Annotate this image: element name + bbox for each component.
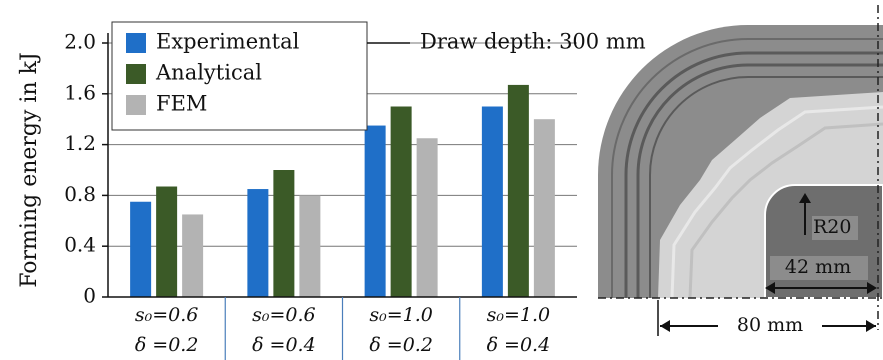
punch: [765, 185, 883, 298]
x-tick-label: δ =0.4: [252, 334, 316, 356]
legend-swatch: [126, 95, 146, 115]
x-tick-label: δ =0.2: [369, 334, 433, 356]
simulation-image: R20 42 mm 80 mm: [598, 5, 883, 338]
x-tick-label: δ =0.4: [487, 334, 551, 356]
bar: [417, 138, 438, 297]
bar: [482, 107, 503, 298]
plot: 0 0.4 0.8 1.2 1.6 2.0 s₀=0.6 δ =0.2 s₀=0.6 δ =0.4…: [64, 22, 646, 360]
x-tick-label: δ =0.2: [135, 334, 199, 356]
legend-swatch: [126, 33, 146, 53]
y-axis-label: Forming energy in kJ: [17, 52, 42, 288]
bar: [182, 214, 203, 297]
bar: [299, 195, 320, 297]
bar: [508, 85, 529, 297]
y-tick-label: 2.0: [64, 30, 96, 54]
x-tick-label: s₀=1.0: [487, 304, 551, 326]
legend-label: Experimental: [156, 30, 300, 54]
y-tick-label: 1.2: [64, 131, 96, 155]
y-tick-label: 0.8: [64, 182, 96, 206]
bar: [130, 202, 151, 297]
x-tick-label: s₀=0.6: [135, 304, 199, 326]
bar: [391, 107, 412, 298]
legend-label: Analytical: [155, 61, 262, 85]
legend-swatch: [126, 64, 146, 84]
bar: [247, 189, 268, 297]
x-tick-label: s₀=1.0: [369, 304, 433, 326]
length-label: 80 mm: [737, 314, 803, 336]
y-tick-label: 1.6: [64, 80, 96, 104]
bar: [365, 126, 386, 297]
y-tick-label: 0: [83, 284, 96, 308]
legend-label: FEM: [156, 92, 207, 116]
bar: [534, 119, 555, 297]
bar: [273, 170, 294, 297]
page: R20 42 mm 80 mm Forming energy in kJ 0 0.…: [0, 0, 883, 360]
x-tick-label: s₀=0.6: [252, 304, 316, 326]
y-tick-label: 0.4: [64, 233, 96, 257]
annotation: Draw depth: 300 mm: [420, 30, 646, 54]
bar: [156, 187, 177, 297]
width-label: 42 mm: [785, 256, 851, 278]
radius-label: R20: [813, 216, 851, 238]
